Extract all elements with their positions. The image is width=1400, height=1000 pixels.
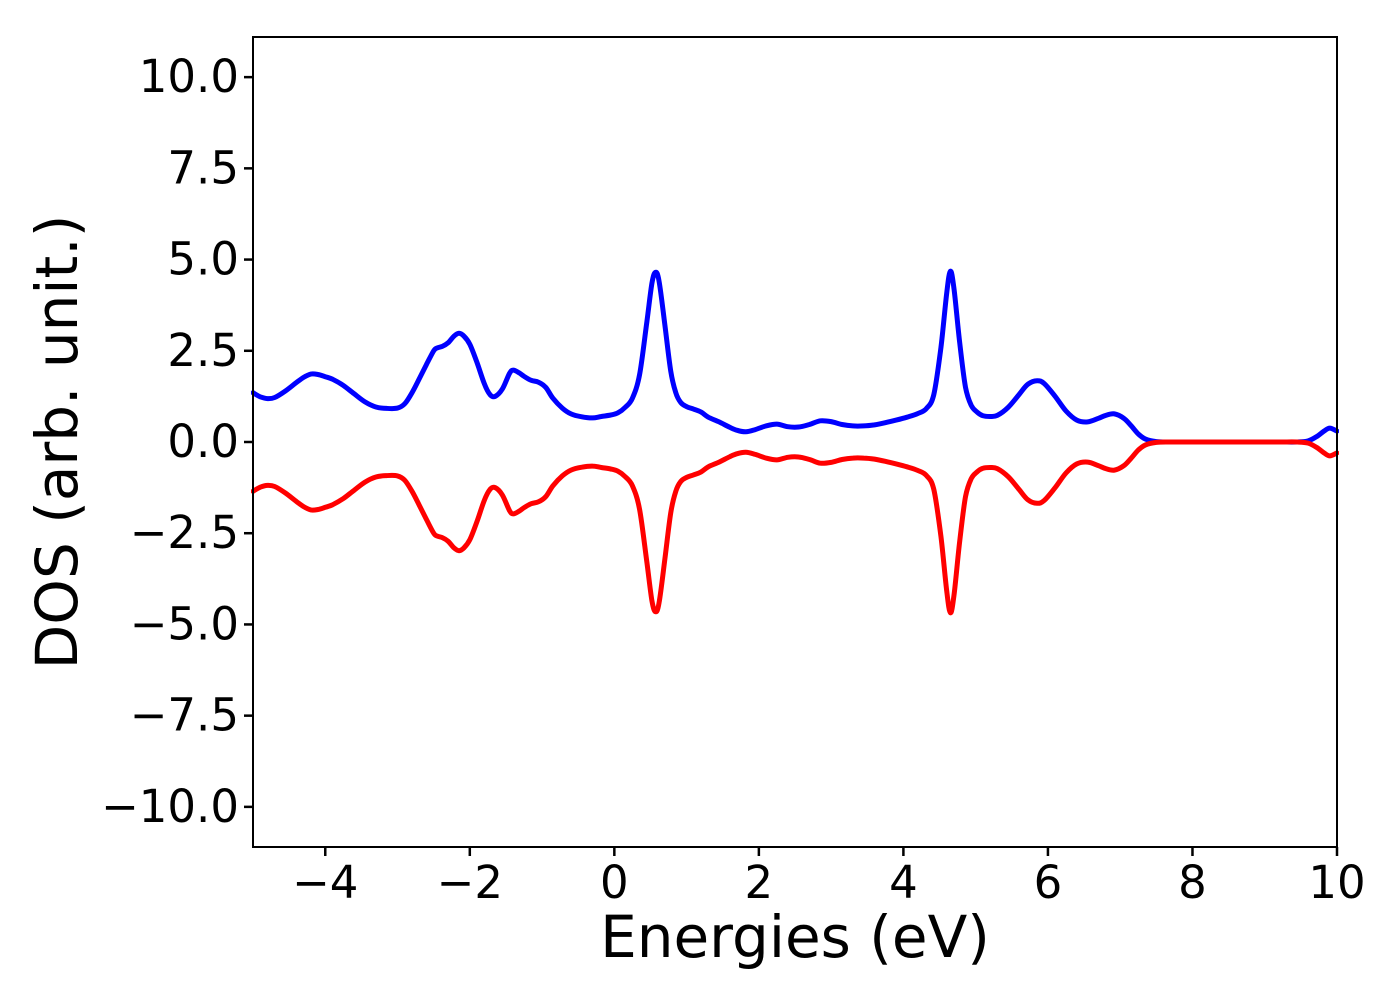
spin-up-curve bbox=[251, 268, 1339, 445]
x-tick-label: 2 bbox=[745, 856, 774, 909]
x-tick-label: 10 bbox=[1308, 856, 1365, 909]
x-tick-label: 0 bbox=[600, 856, 629, 909]
y-tick-label: 0.0 bbox=[167, 415, 239, 468]
x-axis-label: Energies (eV) bbox=[600, 903, 990, 971]
y-axis-label: DOS (arb. unit.) bbox=[23, 214, 91, 670]
series-layer bbox=[251, 268, 1339, 616]
x-tick-label: −2 bbox=[437, 856, 503, 909]
x-tick-label: 8 bbox=[1178, 856, 1207, 909]
y-tick-label: −10.0 bbox=[101, 780, 239, 833]
spin-down-curve bbox=[251, 439, 1339, 616]
y-tick-label: −5.0 bbox=[130, 597, 239, 650]
x-tick-label: 4 bbox=[889, 856, 918, 909]
y-tick-label: −7.5 bbox=[130, 689, 239, 742]
y-tick-label: 7.5 bbox=[167, 141, 239, 194]
y-tick-label: 2.5 bbox=[167, 324, 239, 377]
y-tick-label: −2.5 bbox=[130, 506, 239, 559]
y-tick-label: 5.0 bbox=[167, 233, 239, 286]
ticks-layer: −4 −2 0 2 4 6 8 10 10.0 7.5 5.0 2.5 0.0 −2.5 −5.0 −7.5 −… bbox=[101, 50, 1366, 909]
x-tick-label: −4 bbox=[292, 856, 358, 909]
y-tick-label: 10.0 bbox=[139, 50, 239, 103]
x-tick-label: 6 bbox=[1034, 856, 1063, 909]
